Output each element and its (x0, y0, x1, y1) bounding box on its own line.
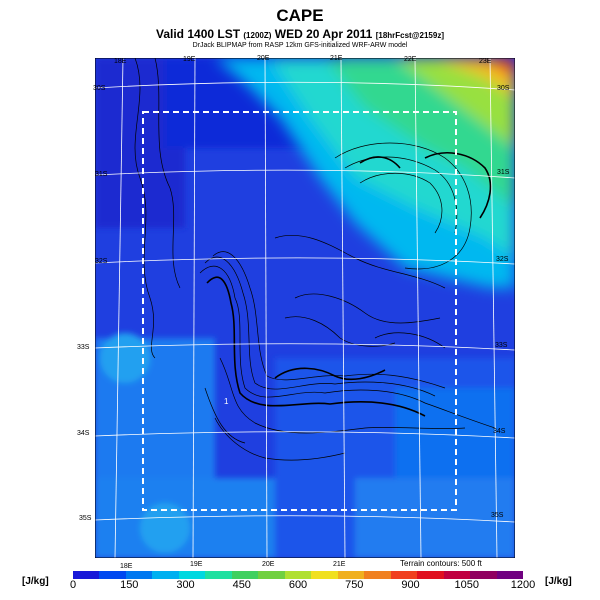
color-scale-swatch (178, 571, 206, 579)
color-scale-swatch (125, 571, 153, 579)
left-lat-label: 31S (95, 171, 108, 178)
unit-label-left: [J/kg] (22, 576, 49, 587)
right-lat-label: 31S (497, 169, 510, 176)
terrain-contours (134, 58, 496, 461)
color-scale-label: 150 (120, 579, 139, 591)
top-lon-label: 22E (404, 56, 417, 63)
color-scale-label: 300 (176, 579, 195, 591)
point-marker: 1 (224, 397, 229, 406)
left-lat-label: 35S (79, 515, 92, 522)
color-scale-swatch (284, 571, 312, 579)
color-scale-swatch (337, 571, 365, 579)
valid-utc: (1200Z) (243, 31, 272, 40)
color-scale-label: 900 (401, 579, 420, 591)
color-scale-swatch (231, 571, 259, 579)
terrain-contour-note: Terrain contours: 500 ft (400, 559, 482, 568)
valid-main: Valid 1400 LST (156, 27, 241, 41)
top-lon-label: 18E (114, 58, 127, 65)
color-scale-swatch (205, 571, 233, 579)
left-lat-label: 30S (93, 85, 106, 92)
left-lat-label: 33S (77, 344, 90, 351)
color-scale-label: 600 (288, 579, 308, 591)
color-scale-label: 450 (232, 579, 251, 591)
model-source: DrJack BLIPMAP from RASP 12km GFS-initia… (192, 42, 408, 49)
cape-map: 1 (95, 58, 515, 558)
inner-domain-boundary (142, 111, 457, 511)
color-scale-swatch (258, 571, 286, 579)
chart-title: CAPE (276, 6, 324, 25)
color-scale-swatch (152, 571, 180, 579)
unit-label-right: [J/kg] (545, 576, 572, 587)
terrain-contours-bold (206, 152, 492, 417)
left-lat-label: 32S (95, 258, 108, 265)
top-lon-label: 19E (183, 56, 196, 63)
bottom-lon-label: 19E (190, 561, 203, 568)
top-lon-label: 23E (479, 58, 492, 65)
right-lat-label: 30S (497, 85, 510, 92)
forecast-info: [18hrFcst@2159z] (375, 31, 444, 40)
color-scale-label: 750 (345, 579, 364, 591)
valid-date: WED 20 Apr 2011 (274, 27, 373, 41)
color-scale-swatch (311, 571, 339, 579)
right-lat-label: 33S (495, 342, 508, 349)
top-lon-label: 20E (257, 55, 270, 62)
left-lat-label: 34S (77, 430, 90, 437)
color-scale-swatch (390, 571, 418, 579)
bottom-lon-label: 20E (262, 561, 275, 568)
color-scale-label: 0 (69, 579, 77, 591)
valid-time: Valid 1400 LST (1200Z) WED 20 Apr 2011 [… (0, 27, 600, 41)
color-scale-swatch (470, 571, 498, 579)
lat-lon-grid (95, 58, 515, 558)
top-lon-label: 21E (330, 55, 343, 62)
color-scale-label: 1200 (510, 579, 536, 591)
bottom-lon-label: 21E (333, 561, 346, 568)
color-scale-swatch (443, 571, 471, 579)
color-scale-label: 1050 (454, 579, 479, 591)
color-scale-swatch (73, 571, 100, 579)
cape-fill (95, 58, 515, 558)
right-lat-label: 32S (496, 256, 509, 263)
right-lat-label: 34S (493, 428, 506, 435)
color-scale-swatch (417, 571, 445, 579)
bottom-lon-label: 18E (120, 563, 133, 570)
right-lat-label: 35S (491, 512, 504, 519)
color-scale-swatch (99, 571, 127, 579)
color-scale-swatch (364, 571, 392, 579)
color-scale (73, 571, 524, 579)
color-scale-swatch (496, 571, 524, 579)
